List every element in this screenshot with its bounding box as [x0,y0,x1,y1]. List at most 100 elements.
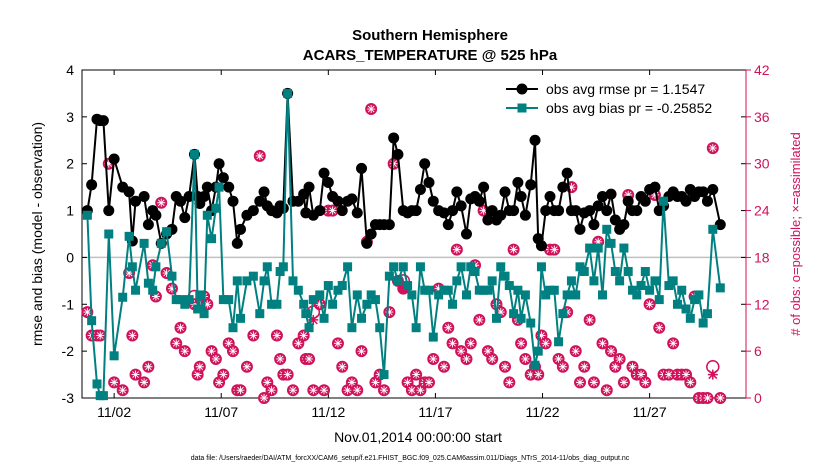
bias-point [323,281,333,291]
bias-point [180,299,190,309]
bias-point [343,262,353,272]
y-tick-label: -1 [62,296,75,312]
bias-point [315,290,325,300]
bias-point [176,295,186,305]
legend-bias-marker [517,103,527,113]
rmse-point [596,191,608,203]
bias-point [533,346,543,356]
obs-count-marker-glyph [567,183,576,192]
rmse-point [609,214,621,226]
obs-count-marker-glyph [407,386,416,395]
obs-count-marker-glyph [328,206,337,215]
bias-point [526,318,536,328]
y-tick-label: -3 [62,390,75,406]
obs-count-marker-glyph [144,362,153,371]
obs-count-marker-glyph [466,339,475,348]
obs-count-marker-glyph [353,386,362,395]
bias-point [242,276,252,286]
y-tick-label: 3 [66,109,74,125]
obs-count-marker-glyph [576,378,584,387]
rmse-point [508,205,520,217]
bias-point [487,276,497,286]
bias-point [424,285,434,295]
rmse-point [231,237,243,249]
rmse-point [103,205,115,217]
rmse-point [649,181,661,193]
obs-count-marker-glyph [554,354,563,363]
obs-count-marker-glyph [550,245,559,254]
bias-point [443,285,453,295]
obs-count-marker-glyph [190,300,199,309]
obs-count-marker-glyph [505,378,514,387]
rmse-point [150,209,162,221]
obs-count-marker-glyph [193,370,202,379]
obs-count-marker-glyph [611,362,620,371]
bias-point [448,299,458,309]
bias-point [610,266,620,276]
bias-point [428,332,438,342]
bias-point [109,351,119,361]
bias-point [615,276,625,286]
obs-count-marker-glyph [716,394,725,402]
obs-count-marker-glyph [607,347,616,356]
bias-point [131,285,141,295]
rmse-point [388,132,400,144]
obs-count-marker-glyph [157,198,166,207]
obs-count-marker-glyph [347,378,356,387]
obs-count-marker-glyph [602,386,611,395]
rmse-point [217,172,229,184]
obs-count-marker-glyph [320,386,329,395]
y2-tick-label: 12 [754,296,770,312]
obs-count-marker-glyph [249,331,258,340]
obs-count-marker-glyph [162,269,171,278]
rmse-point [515,191,527,203]
bias-point [379,370,389,380]
bias-point [347,323,357,333]
obs-count-marker-glyph [429,354,438,363]
y-axis-label: rmse and bias (model - observation) [29,122,45,346]
bias-point [606,238,616,248]
y-tick-label: 2 [66,156,74,172]
bias-point [403,281,413,291]
rmse-point [303,181,315,193]
bias-point [483,285,493,295]
obs-count-marker-glyph [333,339,342,348]
rmse-point [383,219,395,231]
bias-point [513,285,523,295]
bias-point [694,290,704,300]
bias-point [228,323,238,333]
bias-point [299,299,309,309]
rmse-point [478,181,490,193]
obs-count-marker-glyph [104,159,113,168]
obs-count-marker-glyph [488,354,497,363]
rmse-point [247,205,259,217]
rmse-point [451,186,463,198]
x-tick-label: 11/22 [526,404,560,420]
bias-point [541,290,551,300]
bias-point [640,266,650,276]
bias-point [398,262,408,272]
bias-point [202,210,212,220]
bias-point [593,243,603,253]
obs-count-marker-glyph [479,206,488,215]
bias-point [288,276,298,286]
obs-count-marker-glyph [151,292,160,301]
y2-tick-label: 6 [754,343,762,359]
obs-count-marker-glyph [315,300,324,309]
rmse-point [438,207,450,219]
rmse-point [519,209,531,221]
bias-series-line [86,93,722,397]
x-tick-label: 11/02 [97,404,131,420]
bias-point [199,309,209,319]
obs-count-marker-glyph [708,144,717,153]
obs-count-marker-glyph [645,300,654,309]
obs-count-marker-glyph [219,370,228,379]
bias-point [248,271,258,281]
bias-point [536,262,546,272]
bias-point [575,262,585,272]
y2-tick-label: 30 [754,156,770,172]
plot-area: 4 3 2 1 0 -1 -2 -3 42 36 30 24 18 12 6 0 11/02 11/07 11/12… [62,62,770,420]
y2-tick-label: 0 [754,390,762,406]
rmse-point [495,209,507,221]
